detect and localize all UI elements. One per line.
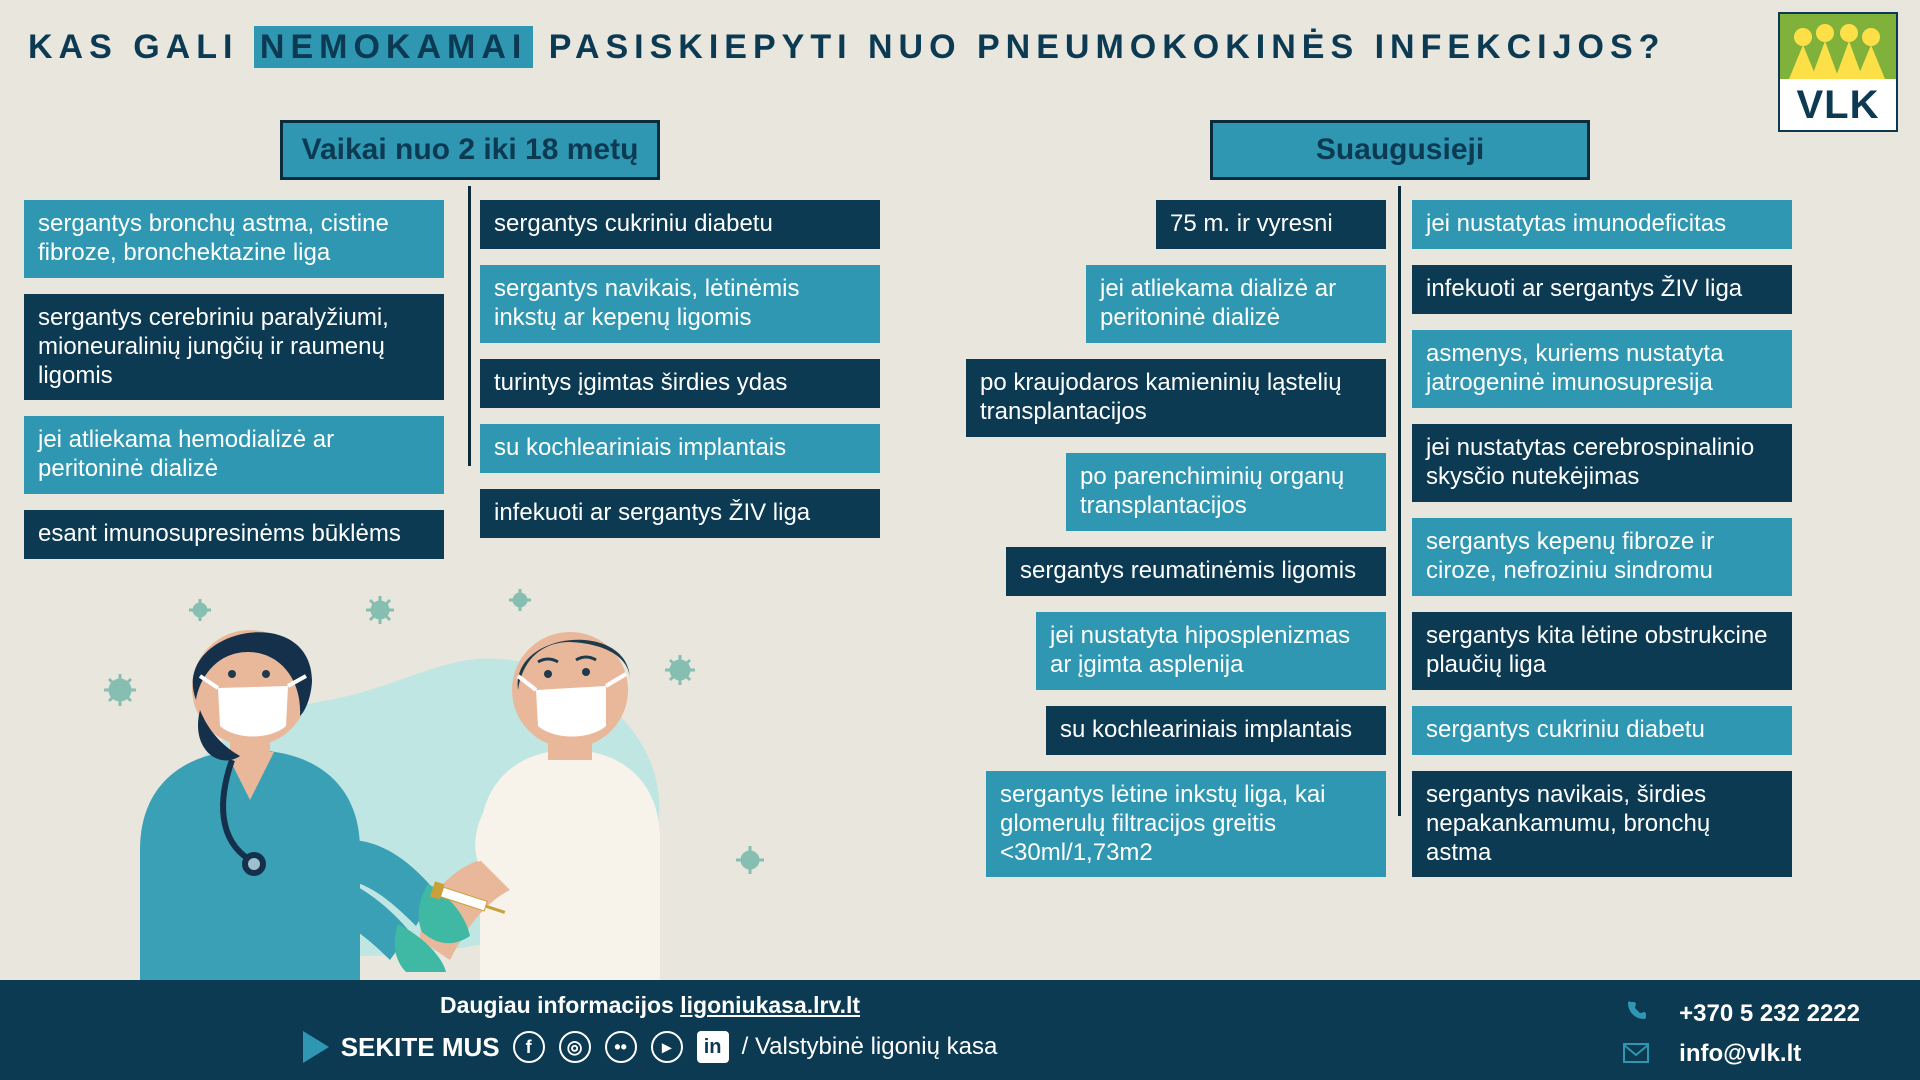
title-highlight: NEMOKAMAI	[254, 26, 533, 68]
footer-phone[interactable]: +370 5 232 2222	[1679, 1000, 1860, 1028]
linkedin-icon[interactable]: in	[696, 1030, 730, 1064]
footer-email[interactable]: info@vlk.lt	[1679, 1040, 1801, 1068]
condition-chip: turintys įgimtas širdies ydas	[480, 359, 880, 408]
condition-chip: sergantys kita lėtine obstrukcine plauči…	[1412, 612, 1792, 690]
group-header-children: Vaikai nuo 2 iki 18 metų	[280, 120, 660, 180]
condition-chip: sergantys navikais, širdies nepakankamum…	[1412, 771, 1792, 877]
title-post: PASISKIEPYTI NUO PNEUMOKOKINĖS INFEKCIJO…	[549, 28, 1666, 66]
condition-chip: sergantys bronchų astma, cistine fibroze…	[24, 200, 444, 278]
condition-chip: po kraujodaros kamieninių ląstelių trans…	[966, 359, 1386, 437]
footer: Daugiau informacijos ligoniukasa.lrv.lt …	[0, 980, 1920, 1080]
play-icon	[303, 1031, 329, 1063]
condition-chip: jei atliekama dializė ar peritoninė dial…	[1086, 265, 1386, 343]
footer-info: Daugiau informacijos ligoniukasa.lrv.lt	[0, 992, 1300, 1019]
condition-chip: su kochleariniais implantais	[1046, 706, 1386, 755]
footer-org: / Valstybinė ligonių kasa	[742, 1033, 998, 1061]
condition-chip: su kochleariniais implantais	[480, 424, 880, 473]
condition-chip: po parenchiminių organų transplantacijos	[1066, 453, 1386, 531]
footer-info-link[interactable]: ligoniukasa.lrv.lt	[680, 992, 860, 1018]
condition-chip: sergantys cukriniu diabetu	[480, 200, 880, 249]
condition-chip: sergantys cukriniu diabetu	[1412, 706, 1792, 755]
follow-label: SEKITE MUS	[341, 1032, 500, 1063]
condition-chip: asmenys, kuriems nustatyta jatrogeninė i…	[1412, 330, 1792, 408]
title-pre: KAS GALI	[28, 28, 238, 66]
vlk-logo: VLK	[1778, 12, 1898, 132]
condition-chip: infekuoti ar sergantys ŽIV liga	[1412, 265, 1792, 314]
page-title: KAS GALI NEMOKAMAI PASISKIEPYTI NUO PNEU…	[28, 28, 1665, 67]
condition-chip: sergantys lėtine inkstų liga, kai glomer…	[986, 771, 1386, 877]
instagram-icon[interactable]: ◎	[558, 1030, 592, 1064]
condition-chip: 75 m. ir vyresni	[1156, 200, 1386, 249]
condition-chip: jei nustatytas imunodeficitas	[1412, 200, 1792, 249]
condition-chip: jei atliekama hemodializė ar peritoninė …	[24, 416, 444, 494]
group-header-adults: Suaugusieji	[1210, 120, 1590, 180]
condition-chip: infekuoti ar sergantys ŽIV liga	[480, 489, 880, 538]
vaccination-illustration	[50, 540, 810, 980]
youtube-icon[interactable]: ▸	[650, 1030, 684, 1064]
footer-contact: +370 5 232 2222 info@vlk.lt	[1621, 994, 1860, 1074]
footer-info-pre: Daugiau informacijos	[440, 992, 674, 1018]
vlk-logo-graphic	[1780, 14, 1896, 79]
condition-chip: sergantys cerebriniu paralyžiumi, mioneu…	[24, 294, 444, 400]
footer-follow: SEKITE MUS f ◎ •• ▸ in / Valstybinė ligo…	[0, 1030, 1300, 1064]
divider-adults	[1398, 186, 1401, 816]
condition-chip: sergantys reumatinėmis ligomis	[1006, 547, 1386, 596]
condition-chip: sergantys kepenų fibroze ir ciroze, nefr…	[1412, 518, 1792, 596]
condition-chip: jei nustatytas cerebrospinalinio skysčio…	[1412, 424, 1792, 502]
mail-icon	[1621, 1039, 1651, 1070]
flickr-icon[interactable]: ••	[604, 1030, 638, 1064]
vlk-logo-text: VLK	[1780, 79, 1896, 131]
condition-chip: sergantys navikais, lėtinėmis inkstų ar …	[480, 265, 880, 343]
facebook-icon[interactable]: f	[512, 1030, 546, 1064]
divider-children	[468, 186, 471, 466]
phone-icon	[1621, 999, 1651, 1030]
condition-chip: esant imunosupresinėms būklėms	[24, 510, 444, 559]
condition-chip: jei nustatyta hiposplenizmas ar įgimta a…	[1036, 612, 1386, 690]
